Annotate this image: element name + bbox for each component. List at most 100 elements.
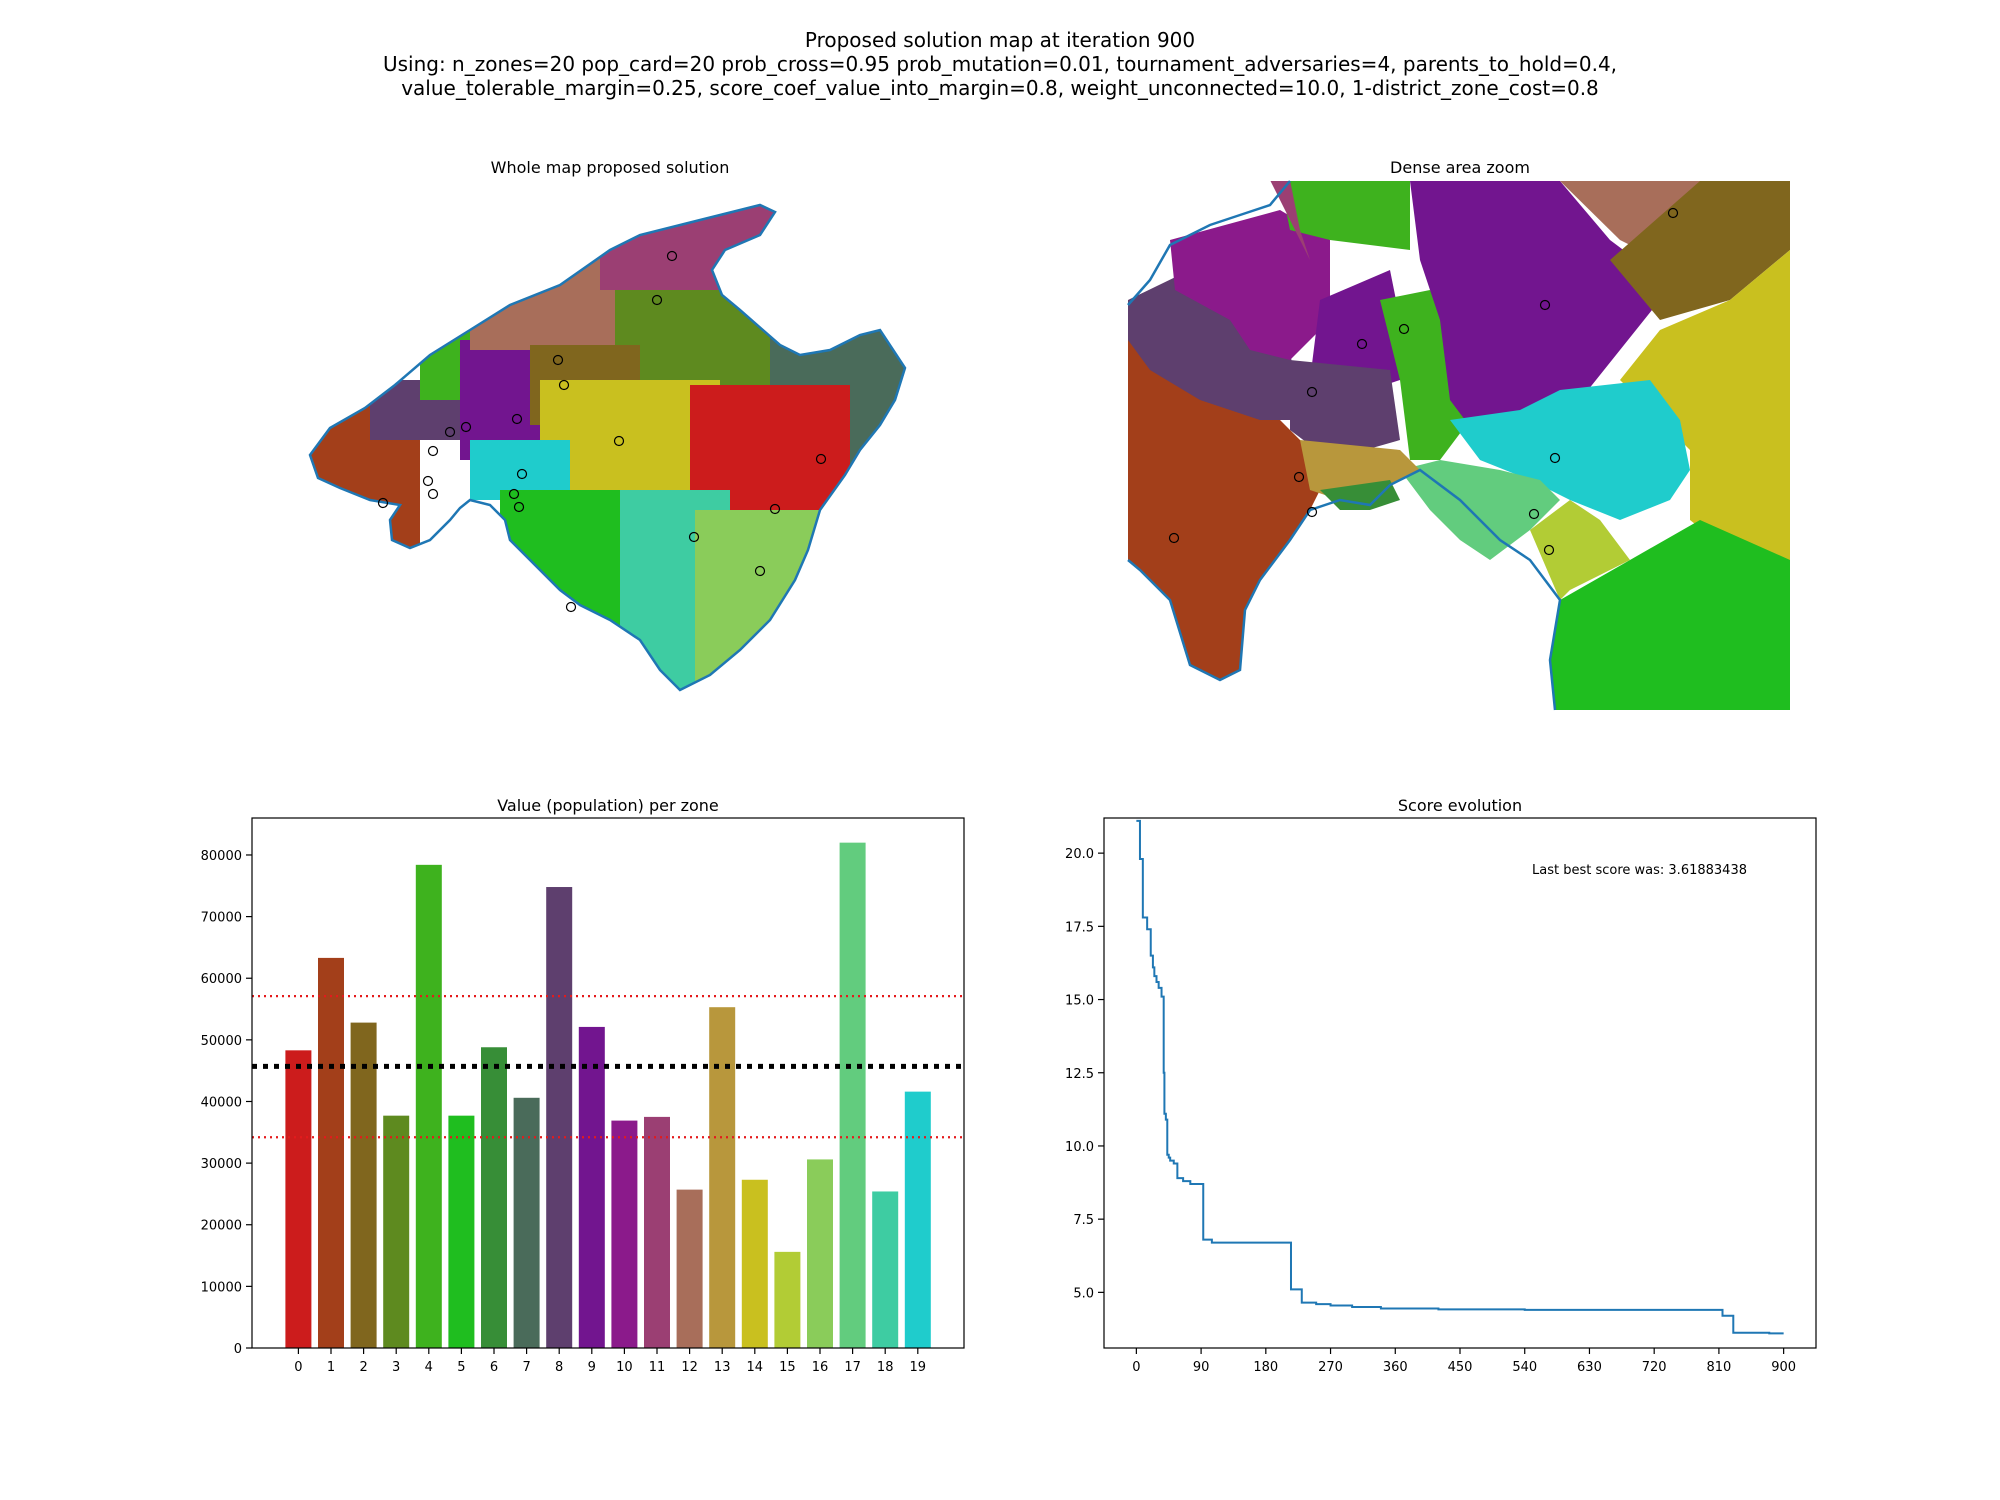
zoom-zone-2	[1610, 181, 1790, 320]
score-xtick-label: 720	[1642, 1360, 1667, 1375]
score-ytick-label: 15.0	[1065, 994, 1094, 1009]
bar-chart-title: Value (population) per zone	[497, 796, 719, 815]
zoom-zone-1	[1128, 330, 1330, 680]
bar-zone-17	[839, 842, 866, 1348]
figure-title-line-3: value_tolerable_margin=0.25, score_coef_…	[401, 76, 1599, 100]
bar-ytick-label: 50000	[201, 1034, 242, 1049]
score-xtick-label: 450	[1448, 1360, 1473, 1375]
score-xtick-label: 180	[1253, 1360, 1278, 1375]
bar-xtick-label: 16	[812, 1360, 829, 1375]
zoom-map-coastline	[1127, 468, 1562, 711]
bar-zone-14	[741, 1179, 768, 1348]
bar-zone-7	[513, 1097, 540, 1348]
bar-xtick-label: 17	[844, 1360, 861, 1375]
bar-zone-18	[872, 1191, 899, 1348]
bar-ytick-label: 70000	[201, 911, 242, 926]
score-chart-frame	[1103, 817, 1817, 1349]
bar-xtick-label: 2	[359, 1360, 367, 1375]
score-xtick-label: 630	[1577, 1360, 1602, 1375]
bar-ytick-label: 80000	[201, 849, 242, 864]
whole-map-title: Whole map proposed solution	[490, 158, 730, 177]
score-ytick-label: 10.0	[1065, 1140, 1094, 1155]
bar-ytick-label: 30000	[201, 1157, 242, 1172]
bar-zone-2	[350, 1022, 377, 1348]
bar-xtick-label: 9	[588, 1360, 596, 1375]
bar-xtick-label: 3	[392, 1360, 400, 1375]
whole-map-centroids	[377, 250, 827, 613]
score-ytick-label: 12.5	[1065, 1067, 1094, 1082]
zoom-zone-14	[1620, 250, 1790, 560]
bar-ytick-label: 40000	[201, 1095, 242, 1110]
score-xtick-label: 270	[1318, 1360, 1343, 1375]
bar-zone-9	[578, 1026, 605, 1348]
bar-xtick-label: 18	[877, 1360, 894, 1375]
bar-zone-4	[415, 864, 442, 1348]
bar-ytick-label: 10000	[201, 1280, 242, 1295]
last-best-score-annotation: Last best score was: 3.61883438	[1532, 863, 1747, 878]
bar-zone-5	[448, 1115, 475, 1348]
bar-xtick-label: 19	[910, 1360, 927, 1375]
bar-xtick-label: 11	[649, 1360, 666, 1375]
score-ytick-label: 20.0	[1065, 847, 1094, 862]
map-zone-5	[500, 490, 640, 690]
bar-xtick-label: 0	[294, 1360, 302, 1375]
score-xtick-label: 540	[1512, 1360, 1537, 1375]
zoom-map-title: Dense area zoom	[1390, 158, 1530, 177]
bar-xtick-label: 7	[522, 1360, 530, 1375]
zoom-map-centroids	[1168, 207, 1679, 556]
bar-zone-3	[383, 1115, 410, 1348]
bar-xtick-label: 10	[616, 1360, 633, 1375]
zoom-zone-10	[1170, 210, 1330, 360]
bar-ytick-label: 20000	[201, 1219, 242, 1234]
bar-xtick-label: 1	[327, 1360, 335, 1375]
zoom-map-coastline-north	[1127, 180, 1291, 306]
whole-map	[308, 203, 907, 692]
bar-zone-15	[774, 1251, 801, 1348]
figure-title-line-2: Using: n_zones=20 pop_card=20 prob_cross…	[382, 52, 1618, 76]
bar-zone-0	[285, 1050, 312, 1348]
bar-zone-6	[481, 1047, 507, 1348]
zoom-map	[1127, 180, 1790, 711]
bar-zone-10	[611, 1120, 638, 1348]
bar-zone-12	[676, 1189, 703, 1348]
score-xtick-label: 360	[1383, 1360, 1408, 1375]
score-ytick-label: 5.0	[1073, 1286, 1094, 1301]
zoom-zone-19	[1450, 380, 1690, 520]
bar-xtick-label: 6	[490, 1360, 498, 1375]
bar-chart: 0 10000 20000 30000 40000 50000 60000 70000 8000…	[201, 817, 965, 1375]
zoom-zone-8-dense	[1290, 360, 1400, 460]
bar-xtick-label: 14	[747, 1360, 764, 1375]
zoom-zone-5	[1550, 520, 1790, 710]
bar-ytick-label: 60000	[201, 972, 242, 987]
map-zone-3	[615, 290, 785, 390]
score-xtick-label: 810	[1706, 1360, 1731, 1375]
score-line	[1136, 819, 1784, 1335]
figure-title-line-1: Proposed solution map at iteration 900	[804, 28, 1196, 52]
whole-map-coastline	[308, 203, 907, 692]
score-evolution-chart: 5.0 7.5 10.0 12.5 15.0 17.5 20.0 0 90 180 270 360 45…	[1065, 817, 1817, 1375]
score-xtick-label: 900	[1771, 1360, 1796, 1375]
bar-zone-1	[318, 957, 344, 1348]
bar-ytick-label: 0	[234, 1342, 242, 1357]
bar-xtick-label: 8	[555, 1360, 563, 1375]
zoom-zone-4-north	[1280, 181, 1410, 250]
bar-zone-16	[807, 1159, 833, 1348]
score-ytick-label: 7.5	[1073, 1213, 1094, 1228]
map-zone-12	[470, 240, 620, 350]
bar-xtick-label: 5	[457, 1360, 465, 1375]
map-zone-11	[600, 205, 780, 290]
bar-zone-11	[644, 1116, 670, 1348]
bar-zone-8	[546, 887, 573, 1348]
score-ytick-label: 17.5	[1065, 920, 1094, 935]
bar-zone-19	[904, 1091, 931, 1348]
score-xtick-label: 0	[1132, 1360, 1140, 1375]
score-chart-title: Score evolution	[1397, 796, 1523, 815]
zoom-zone-6	[1320, 480, 1400, 510]
zoom-zone-9-east	[1410, 181, 1660, 440]
zoom-zone-15	[1530, 500, 1630, 600]
score-xtick-label: 90	[1193, 1360, 1210, 1375]
bar-xtick-label: 13	[714, 1360, 731, 1375]
zoom-zone-11	[1270, 181, 1310, 260]
bar-xtick-label: 15	[779, 1360, 796, 1375]
bar-xtick-label: 12	[681, 1360, 698, 1375]
